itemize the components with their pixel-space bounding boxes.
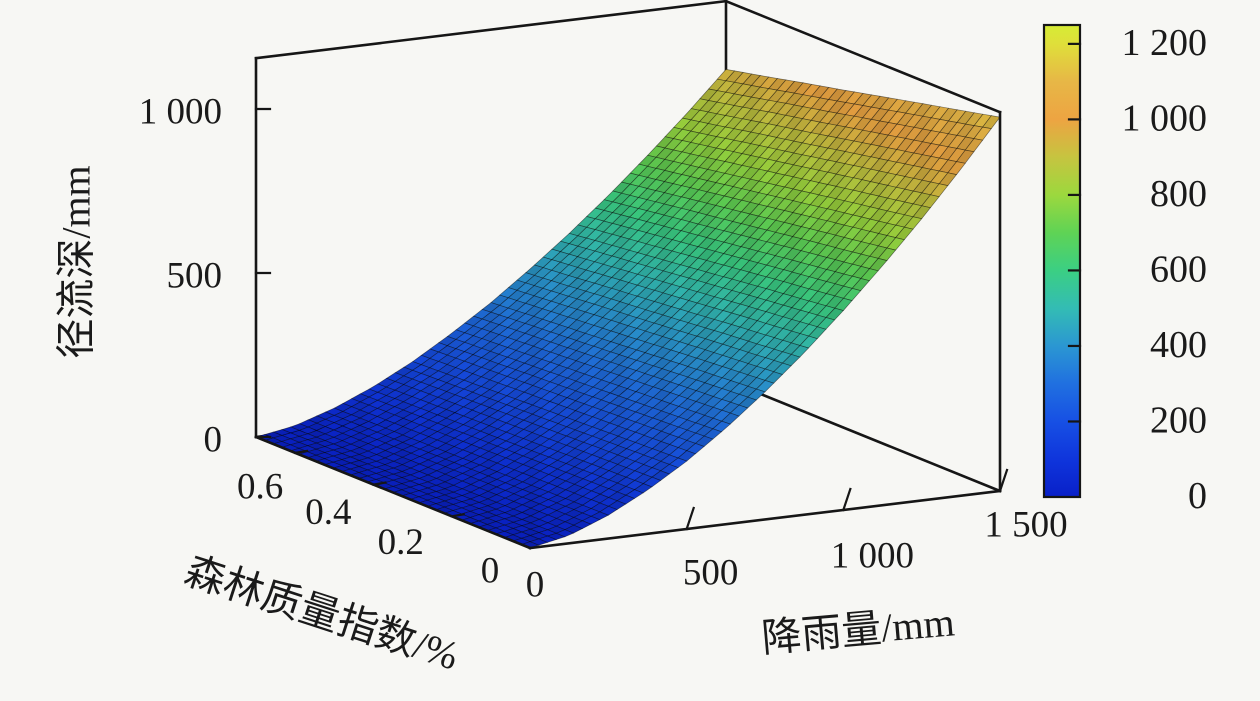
y-axis-tick <box>293 449 309 455</box>
colorbar-tick-label: 600 <box>1150 248 1207 290</box>
colorbar-tick-label: 1 200 <box>1122 22 1208 64</box>
y-tick-label: 0 <box>481 551 500 592</box>
y-tick-label: 0.4 <box>305 492 351 533</box>
x-tick-label: 1 500 <box>984 505 1067 546</box>
y-axis-line <box>254 435 532 550</box>
axis-ticks-and-labels: 0 500 1 000 0 500 1 000 1 500 0 0.2 0.4 0.6 <box>139 92 1068 606</box>
y-tick-label: 0.2 <box>378 522 424 563</box>
x-tick-label: 500 <box>683 553 739 594</box>
box-top-right-edge <box>724 0 1002 114</box>
colorbar-tick-label: 200 <box>1150 399 1207 441</box>
x-axis-line <box>528 489 1002 550</box>
colorbar-tick-label: 1 000 <box>1122 97 1208 139</box>
colorbar: 0 200 400 600 800 1 000 1 200 <box>1042 22 1208 517</box>
z-tick-label: 500 <box>167 256 223 297</box>
z-axis-title: 径流深/mm <box>54 165 99 358</box>
colorbar-border <box>1042 23 1082 499</box>
box-front-edges <box>254 0 1002 550</box>
x-tick-label: 1 000 <box>831 536 914 577</box>
colorbar-gradient <box>1044 25 1080 497</box>
x-tick-label: 0 <box>526 565 545 606</box>
box-bottom-back-right-edge <box>724 378 1002 493</box>
z-tick-label: 0 <box>204 420 223 461</box>
colorbar-tick-label: 400 <box>1150 324 1207 366</box>
x-axis-tick <box>841 487 852 512</box>
y-axis-tick <box>372 481 387 486</box>
y-tick-label: 0.6 <box>237 466 283 507</box>
z-tick-label: 1 000 <box>139 92 222 133</box>
x-axis-tick <box>685 506 696 531</box>
y-axis-tick <box>450 513 465 518</box>
colorbar-tick-label: 800 <box>1150 173 1207 215</box>
box-top-left-edge <box>254 0 728 60</box>
surface-mesh <box>254 69 1001 549</box>
colorbar-tick-label: 0 <box>1188 475 1207 517</box>
x-axis-tick <box>998 468 1009 493</box>
